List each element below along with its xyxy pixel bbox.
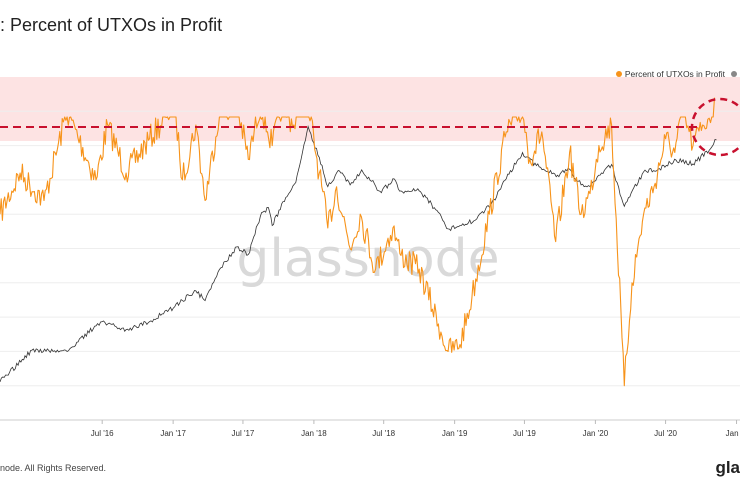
profit-series-line bbox=[0, 97, 716, 387]
x-tick-label: Jul '18 bbox=[372, 429, 395, 438]
legend-swatch-profit bbox=[615, 71, 622, 77]
price-series-line bbox=[0, 124, 717, 383]
legend-swatch-price bbox=[731, 71, 737, 77]
highlight-circle bbox=[690, 97, 740, 157]
chart-legend: Percent of UTXOs in Profit bbox=[615, 69, 740, 79]
legend-item-price[interactable] bbox=[731, 71, 740, 77]
x-tick-label: Jul '16 bbox=[91, 429, 114, 438]
page-title: : Percent of UTXOs in Profit bbox=[0, 15, 223, 35]
legend-item-profit[interactable]: Percent of UTXOs in Profit bbox=[615, 69, 725, 79]
x-tick-label: Jan '20 bbox=[583, 429, 609, 438]
x-tick-label: Jan ' bbox=[726, 429, 740, 438]
x-tick-label: Jul '20 bbox=[654, 429, 677, 438]
x-tick-label: Jan '18 bbox=[301, 429, 327, 438]
x-tick-label: Jan '17 bbox=[160, 429, 186, 438]
x-tick-label: Jul '19 bbox=[513, 429, 536, 438]
copyright-text: node. All Rights Reserved. bbox=[0, 463, 107, 473]
x-tick-label: Jan '19 bbox=[442, 429, 468, 438]
brand-logo-text: gla bbox=[715, 458, 740, 477]
gridlines bbox=[0, 110, 740, 387]
legend-label-profit: Percent of UTXOs in Profit bbox=[624, 69, 725, 79]
x-axis-ticks: Jul '16 Jan '17 Jul '17 Jan '18 Jul '18 Jan '… bbox=[91, 420, 740, 438]
highlight-band bbox=[0, 77, 740, 141]
x-tick-label: Jul '17 bbox=[232, 429, 255, 438]
